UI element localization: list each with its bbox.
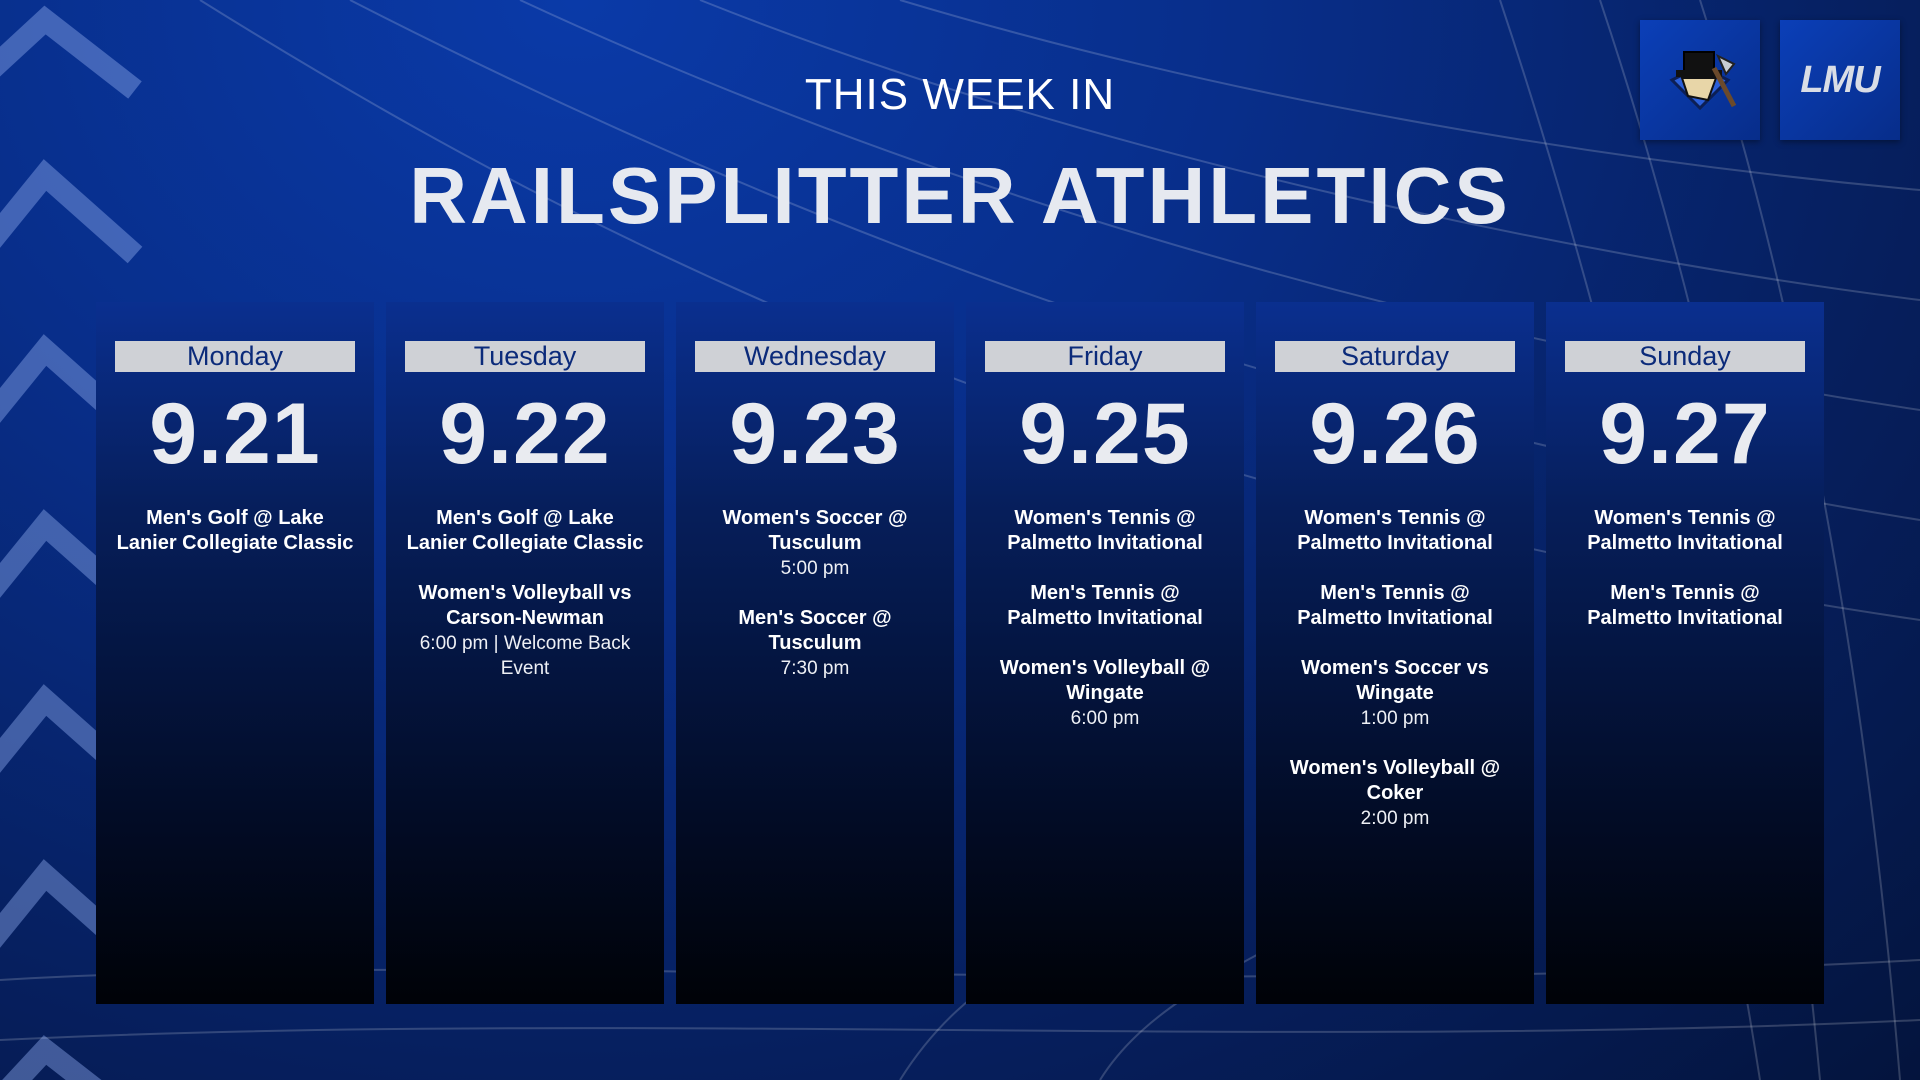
event-list: Women's Tennis @ Palmetto Invitational Me… [1256, 506, 1534, 831]
event-list: Men's Golf @ Lake Lanier Collegiate Clas… [386, 506, 664, 681]
event-item: Women's Tennis @ Palmetto Invitational [966, 506, 1244, 556]
day-date: 9.22 [439, 386, 611, 482]
schedule-columns: Monday 9.21 Men's Golf @ Lake Lanier Colle… [96, 302, 1824, 1004]
event-name: Men's Golf @ Lake Lanier Collegiate Clas… [406, 507, 644, 554]
day-label: Saturday [1275, 341, 1515, 372]
event-detail: 7:30 pm [780, 658, 850, 679]
event-detail: 5:00 pm [780, 558, 850, 579]
lmu-logo-text: LMU [1800, 58, 1880, 101]
event-name: Women's Tennis @ Palmetto Invitational [1297, 507, 1493, 554]
event-name: Women's Volleyball vs Carson-Newman [418, 582, 632, 629]
day-column-saturday: Saturday 9.26 Women's Tennis @ Palmetto In… [1256, 302, 1534, 1004]
day-date: 9.21 [149, 386, 321, 482]
event-name: Men's Golf @ Lake Lanier Collegiate Clas… [116, 507, 354, 554]
day-date: 9.26 [1309, 386, 1481, 482]
event-item: Women's Volleyball @ Coker 2:00 pm [1256, 756, 1534, 831]
day-label: Friday [985, 341, 1225, 372]
event-name: Women's Tennis @ Palmetto Invitational [1007, 507, 1203, 554]
event-item: Women's Volleyball @ Wingate 6:00 pm [966, 656, 1244, 731]
event-item: Men's Golf @ Lake Lanier Collegiate Clas… [386, 506, 664, 556]
event-name: Women's Soccer vs Wingate [1301, 657, 1489, 704]
event-detail: 6:00 pm [1070, 708, 1140, 729]
day-label: Wednesday [695, 341, 935, 372]
header-subtitle: THIS WEEK IN [804, 70, 1116, 119]
event-item: Men's Tennis @ Palmetto Invitational [966, 581, 1244, 631]
event-item: Men's Soccer @ Tusculum 7:30 pm [676, 606, 954, 681]
day-label: Sunday [1565, 341, 1805, 372]
event-name: Men's Tennis @ Palmetto Invitational [1587, 582, 1783, 629]
event-name: Men's Tennis @ Palmetto Invitational [1297, 582, 1493, 629]
event-item: Women's Volleyball vs Carson-Newman 6:00 … [386, 581, 664, 681]
event-detail: 1:00 pm [1360, 708, 1430, 729]
event-item: Women's Soccer @ Tusculum 5:00 pm [676, 506, 954, 581]
event-name: Women's Soccer @ Tusculum [722, 507, 908, 554]
event-name: Men's Tennis @ Palmetto Invitational [1007, 582, 1203, 629]
day-label: Tuesday [405, 341, 645, 372]
lmu-logo: LMU [1780, 20, 1900, 140]
day-date: 9.25 [1019, 386, 1191, 482]
day-column-friday: Friday 9.25 Women's Tennis @ Palmetto Invi… [966, 302, 1244, 1004]
event-name: Men's Soccer @ Tusculum [738, 607, 892, 654]
page-title: RAILSPLITTER ATHLETICS [409, 151, 1511, 240]
day-label: Monday [115, 341, 355, 372]
event-item: Men's Golf @ Lake Lanier Collegiate Clas… [96, 506, 374, 556]
event-name: Women's Volleyball @ Wingate [999, 657, 1211, 704]
event-list: Women's Tennis @ Palmetto Invitational Me… [1546, 506, 1824, 631]
day-date: 9.23 [729, 386, 901, 482]
event-list: Men's Golf @ Lake Lanier Collegiate Clas… [96, 506, 374, 556]
day-column-monday: Monday 9.21 Men's Golf @ Lake Lanier Colle… [96, 302, 374, 1004]
event-detail: 6:00 pm | Welcome Back Event [419, 633, 631, 679]
event-item: Women's Soccer vs Wingate 1:00 pm [1256, 656, 1534, 731]
day-column-wednesday: Wednesday 9.23 Women's Soccer @ Tusculum 5:… [676, 302, 954, 1004]
event-list: Women's Soccer @ Tusculum 5:00 pm Men's So… [676, 506, 954, 681]
event-name: Women's Volleyball @ Coker [1289, 757, 1501, 804]
event-item: Men's Tennis @ Palmetto Invitational [1256, 581, 1534, 631]
day-date: 9.27 [1599, 386, 1771, 482]
event-item: Men's Tennis @ Palmetto Invitational [1546, 581, 1824, 631]
event-detail: 2:00 pm [1360, 808, 1430, 829]
event-item: Women's Tennis @ Palmetto Invitational [1256, 506, 1534, 556]
event-name: Women's Tennis @ Palmetto Invitational [1587, 507, 1783, 554]
day-column-tuesday: Tuesday 9.22 Men's Golf @ Lake Lanier Coll… [386, 302, 664, 1004]
event-list: Women's Tennis @ Palmetto Invitational Me… [966, 506, 1244, 731]
event-item: Women's Tennis @ Palmetto Invitational [1546, 506, 1824, 556]
railsplitter-mascot-icon [1669, 51, 1737, 111]
day-column-sunday: Sunday 9.27 Women's Tennis @ Palmetto Invi… [1546, 302, 1824, 1004]
mascot-logo [1640, 20, 1760, 140]
